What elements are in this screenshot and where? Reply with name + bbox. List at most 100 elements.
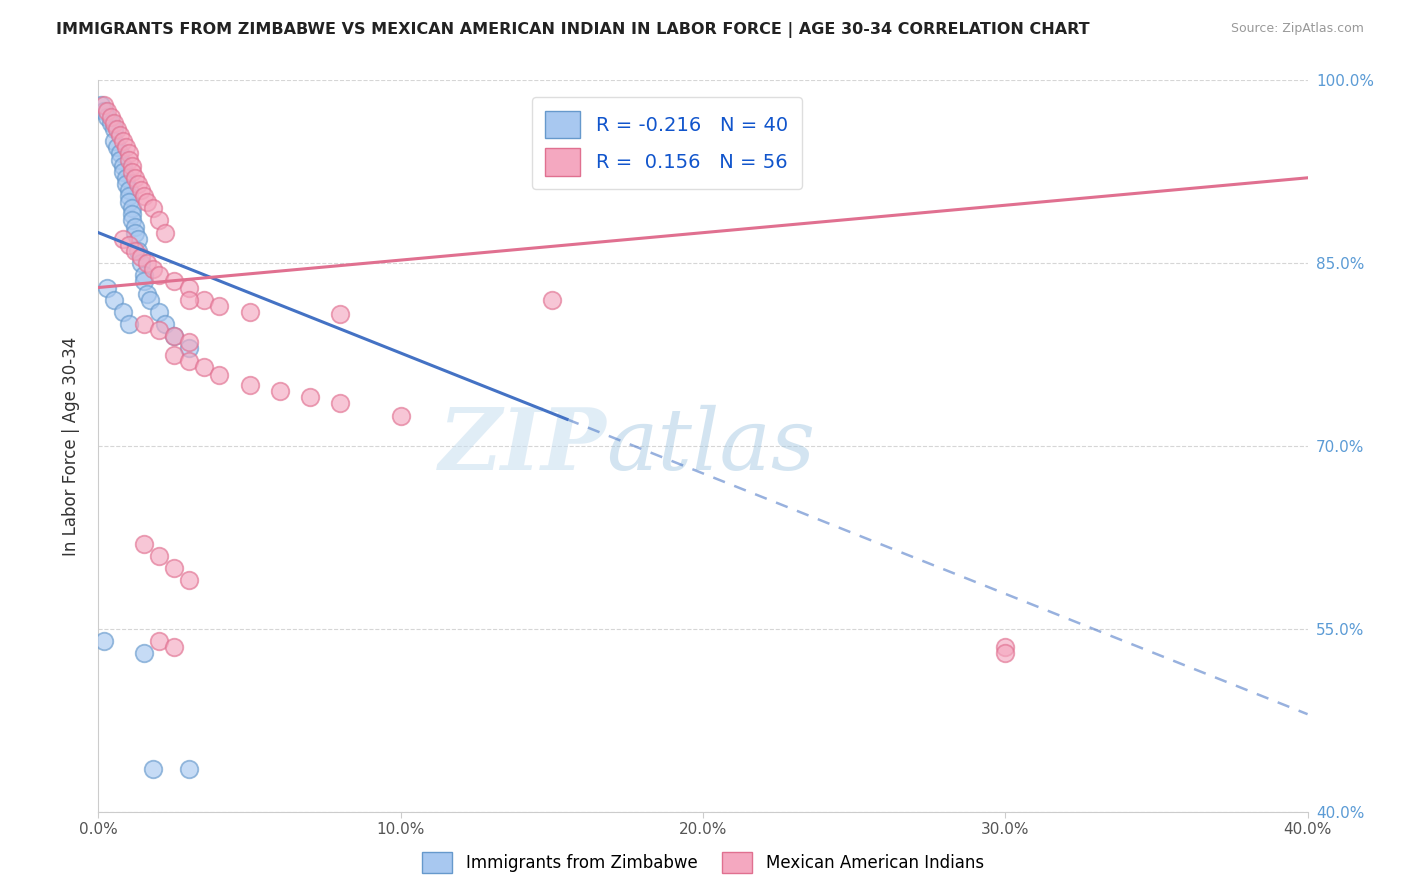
Point — [163, 640, 186, 655]
Point — [118, 189, 141, 203]
Point — [121, 207, 143, 221]
Legend: Immigrants from Zimbabwe, Mexican American Indians: Immigrants from Zimbabwe, Mexican Americ… — [416, 846, 990, 880]
Point — [121, 201, 143, 215]
Point — [135, 195, 157, 210]
Point — [142, 762, 165, 776]
Point — [163, 347, 186, 362]
Point — [153, 317, 176, 331]
Point — [111, 159, 134, 173]
Point — [269, 384, 291, 399]
Point — [118, 195, 141, 210]
Legend: R = -0.216   N = 40, R =  0.156   N = 56: R = -0.216 N = 40, R = 0.156 N = 56 — [531, 97, 801, 189]
Point — [127, 232, 149, 246]
Point — [108, 146, 131, 161]
Point — [148, 305, 170, 319]
Point — [142, 201, 165, 215]
Point — [118, 146, 141, 161]
Point — [114, 170, 136, 185]
Point — [124, 244, 146, 258]
Point — [118, 317, 141, 331]
Point — [103, 293, 125, 307]
Point — [299, 390, 322, 404]
Point — [193, 359, 215, 374]
Point — [148, 549, 170, 563]
Point — [124, 219, 146, 234]
Point — [540, 293, 562, 307]
Point — [103, 116, 125, 130]
Point — [132, 317, 155, 331]
Point — [127, 177, 149, 191]
Point — [132, 275, 155, 289]
Point — [208, 299, 231, 313]
Point — [163, 329, 186, 343]
Point — [129, 250, 152, 264]
Point — [124, 170, 146, 185]
Point — [114, 140, 136, 154]
Point — [135, 256, 157, 270]
Point — [96, 280, 118, 294]
Point — [148, 213, 170, 227]
Point — [114, 177, 136, 191]
Point — [103, 134, 125, 148]
Point — [108, 128, 131, 142]
Point — [111, 305, 134, 319]
Point — [132, 646, 155, 660]
Point — [139, 293, 162, 307]
Point — [179, 762, 201, 776]
Point — [179, 573, 201, 587]
Point — [208, 368, 231, 383]
Point — [163, 561, 186, 575]
Point — [100, 110, 122, 124]
Point — [121, 213, 143, 227]
Point — [103, 122, 125, 136]
Y-axis label: In Labor Force | Age 30-34: In Labor Force | Age 30-34 — [62, 336, 80, 556]
Point — [111, 232, 134, 246]
Text: atlas: atlas — [606, 405, 815, 487]
Point — [389, 409, 412, 423]
Point — [108, 153, 131, 167]
Point — [93, 634, 115, 648]
Text: Source: ZipAtlas.com: Source: ZipAtlas.com — [1230, 22, 1364, 36]
Point — [96, 103, 118, 118]
Point — [118, 153, 141, 167]
Point — [179, 280, 201, 294]
Point — [132, 189, 155, 203]
Point — [100, 116, 122, 130]
Point — [129, 183, 152, 197]
Point — [179, 353, 201, 368]
Point — [994, 640, 1017, 655]
Point — [105, 122, 128, 136]
Point — [132, 536, 155, 550]
Point — [142, 262, 165, 277]
Point — [153, 226, 176, 240]
Point — [121, 164, 143, 178]
Point — [179, 293, 201, 307]
Point — [118, 238, 141, 252]
Point — [118, 183, 141, 197]
Point — [179, 335, 201, 350]
Point — [121, 159, 143, 173]
Text: IMMIGRANTS FROM ZIMBABWE VS MEXICAN AMERICAN INDIAN IN LABOR FORCE | AGE 30-34 C: IMMIGRANTS FROM ZIMBABWE VS MEXICAN AMER… — [56, 22, 1090, 38]
Point — [193, 293, 215, 307]
Point — [90, 97, 112, 112]
Point — [111, 134, 134, 148]
Point — [148, 323, 170, 337]
Point — [132, 268, 155, 283]
Point — [127, 244, 149, 258]
Point — [111, 164, 134, 178]
Point — [129, 256, 152, 270]
Point — [93, 97, 115, 112]
Point — [96, 110, 118, 124]
Point — [329, 396, 352, 410]
Point — [163, 275, 186, 289]
Point — [148, 634, 170, 648]
Point — [135, 286, 157, 301]
Point — [994, 646, 1017, 660]
Point — [93, 103, 115, 118]
Point — [179, 342, 201, 356]
Point — [239, 378, 262, 392]
Point — [329, 307, 352, 321]
Text: ZIP: ZIP — [439, 404, 606, 488]
Point — [124, 226, 146, 240]
Point — [105, 140, 128, 154]
